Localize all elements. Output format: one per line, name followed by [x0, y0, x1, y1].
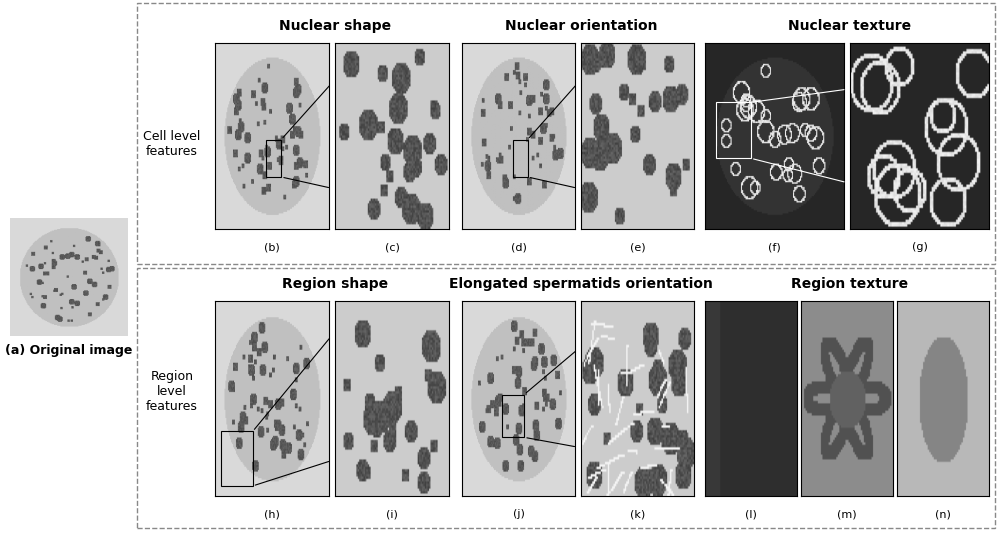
- Text: Nuclear orientation: Nuclear orientation: [505, 19, 657, 33]
- Text: Nuclear texture: Nuclear texture: [788, 19, 912, 33]
- Text: (e): (e): [630, 242, 645, 252]
- Text: Cell level
features: Cell level features: [143, 130, 201, 158]
- Bar: [266, 140, 281, 177]
- Text: (h): (h): [264, 510, 280, 519]
- Bar: [221, 432, 253, 486]
- Text: (d): (d): [511, 242, 526, 252]
- Text: (i): (i): [386, 510, 398, 519]
- Text: Elongated spermatids orientation: Elongated spermatids orientation: [449, 277, 713, 291]
- Text: Nuclear shape: Nuclear shape: [279, 19, 391, 33]
- Text: (f): (f): [768, 242, 781, 252]
- Text: (c): (c): [385, 242, 399, 252]
- Text: (j): (j): [513, 510, 524, 519]
- Text: (a) Original image: (a) Original image: [5, 344, 133, 358]
- Text: (n): (n): [935, 510, 951, 519]
- Text: (k): (k): [630, 510, 645, 519]
- Text: (l): (l): [745, 510, 757, 519]
- Text: (m): (m): [837, 510, 857, 519]
- Text: Region shape: Region shape: [282, 277, 388, 291]
- Bar: [513, 140, 528, 177]
- Bar: [502, 394, 524, 437]
- Text: Region
level
features: Region level features: [146, 370, 198, 413]
- Text: (g): (g): [912, 242, 927, 252]
- Bar: [716, 102, 751, 158]
- Text: Region texture: Region texture: [791, 277, 909, 291]
- Text: (b): (b): [264, 242, 280, 252]
